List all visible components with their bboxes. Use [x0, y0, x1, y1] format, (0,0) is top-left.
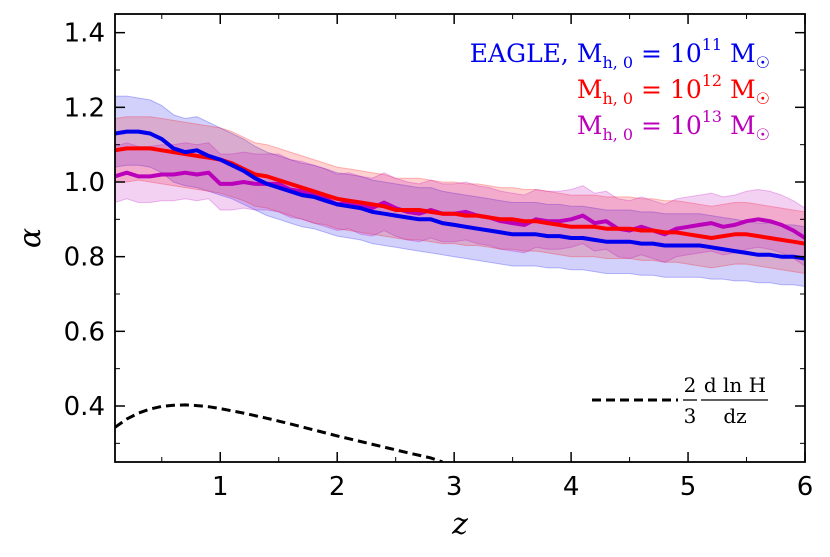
- x-tick-label: 6: [797, 472, 814, 502]
- confidence-bands: [115, 95, 805, 288]
- y-tick-label: 1.4: [64, 19, 105, 49]
- y-tick-label: 1.0: [64, 168, 105, 198]
- band-series-1: [115, 116, 805, 275]
- y-tick-label: 0.4: [64, 392, 105, 422]
- reference-deriv-denominator: dz: [723, 404, 746, 428]
- legend-entry-2: Mh, 0 = 1013 M☉: [577, 107, 770, 144]
- reference-frac-denominator: 3: [684, 404, 697, 428]
- line-series-0: [115, 129, 805, 261]
- y-axis-ticks: 0.4 0.6 0.8 1.0 1.2 1.4: [64, 19, 805, 444]
- x-tick-label: 1: [212, 472, 229, 502]
- x-tick-label: 4: [563, 472, 580, 502]
- reference-deriv-numerator: d ln H: [704, 373, 766, 397]
- legend-entry-1: Mh, 0 = 1012 M☉: [577, 71, 770, 108]
- reference-legend: 2 3 d ln H dz: [592, 373, 768, 428]
- reference-frac-numerator: 2: [684, 373, 697, 397]
- reference-curve-line: [115, 403, 443, 462]
- x-tick-label: 3: [446, 472, 463, 502]
- y-tick-label: 1.2: [64, 93, 105, 123]
- x-axis-ticks: 1 2 3 4 5 6: [161, 14, 814, 502]
- x-axis-label: z: [451, 507, 468, 542]
- reference-curve: [115, 403, 443, 462]
- band-series-2: [115, 142, 805, 267]
- x-tick-label: 2: [329, 472, 346, 502]
- y-tick-label: 0.8: [64, 243, 105, 273]
- series-lines: [115, 129, 805, 261]
- x-tick-label: 5: [680, 472, 697, 502]
- legend-entry-0: EAGLE, Mh, 0 = 1011 M☉: [470, 35, 770, 72]
- y-tick-label: 0.6: [64, 317, 105, 347]
- y-axis-label: α: [13, 228, 48, 248]
- band-series-0: [115, 95, 805, 288]
- plot-frame: [114, 13, 806, 463]
- legend: EAGLE, Mh, 0 = 1011 M☉Mh, 0 = 1012 M☉Mh,…: [470, 35, 770, 144]
